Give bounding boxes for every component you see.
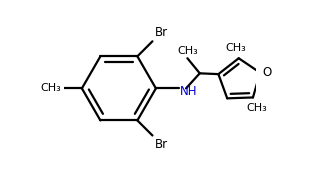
Text: CH₃: CH₃ — [177, 46, 198, 56]
Text: Br: Br — [154, 26, 167, 38]
Text: CH₃: CH₃ — [226, 43, 246, 53]
Text: CH₃: CH₃ — [41, 83, 61, 93]
Text: NH: NH — [180, 85, 197, 98]
Text: CH₃: CH₃ — [247, 103, 268, 113]
Text: O: O — [263, 66, 272, 79]
Text: Br: Br — [154, 138, 167, 151]
